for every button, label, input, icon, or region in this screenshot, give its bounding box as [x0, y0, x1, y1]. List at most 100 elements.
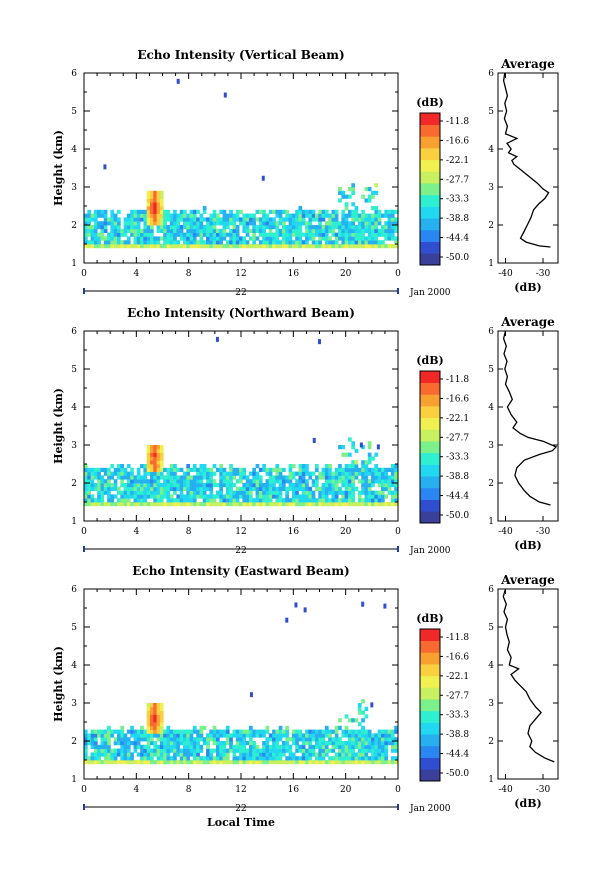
- heatmap-cell: [301, 475, 306, 480]
- heatmap-cell: [387, 232, 392, 237]
- heatmap-cell: [130, 221, 134, 226]
- heatmap-cell: [176, 498, 181, 503]
- heatmap-cell: [156, 752, 161, 757]
- heatmap-cell: [367, 228, 372, 233]
- heatmap-cell: [275, 498, 280, 503]
- heatmap-cell: [239, 737, 243, 742]
- heatmap-cell: [351, 240, 355, 245]
- heatmap-cell: [387, 228, 392, 233]
- heatmap-cell: [196, 483, 200, 488]
- heatmap-cell: [173, 471, 177, 476]
- heatmap-cell: [390, 479, 395, 484]
- heatmap-cell: [196, 475, 200, 480]
- heatmap-cell: [123, 760, 128, 765]
- heatmap-cell: [384, 494, 388, 499]
- heatmap-cell: [176, 494, 181, 499]
- heatmap-cell: [262, 494, 266, 499]
- colorbar-bin: [420, 675, 440, 688]
- heatmap-cell: [331, 232, 336, 237]
- heatmap-cell: [305, 490, 309, 495]
- heatmap-cell: [100, 213, 105, 218]
- heatmap-cell: [169, 236, 174, 241]
- heatmap-cell: [344, 748, 349, 753]
- heatmap-cell: [212, 209, 217, 214]
- heatmap-cell: [133, 490, 138, 495]
- heatmap-cell: [321, 475, 326, 480]
- heatmap-cell: [331, 760, 336, 765]
- heatmap-cell: [192, 756, 197, 761]
- heatmap-cell: [252, 729, 256, 734]
- profile-x-label: (dB): [514, 797, 541, 810]
- heatmap-cell: [229, 760, 233, 765]
- heatmap-cell: [186, 744, 190, 749]
- heatmap-cell: [153, 236, 157, 241]
- heatmap-cell: [117, 228, 121, 233]
- heatmap-cell: [245, 752, 250, 757]
- heatmap-cell: [202, 209, 207, 214]
- heatmap-cell: [93, 729, 98, 734]
- heatmap-cell: [357, 213, 362, 218]
- heatmap-cell: [311, 217, 316, 222]
- heatmap-cell: [364, 752, 369, 757]
- heatmap-cell: [202, 502, 207, 507]
- heatmap-cell: [291, 483, 296, 488]
- heatmap-cell: [143, 498, 148, 503]
- heatmap-cell: [268, 490, 273, 495]
- heatmap-cell: [301, 244, 306, 249]
- heatmap-cell: [163, 744, 167, 749]
- heatmap-cell: [163, 490, 167, 495]
- heatmap-cell: [120, 737, 124, 742]
- heatmap-cell: [275, 490, 280, 495]
- heatmap-cell: [159, 494, 164, 499]
- heatmap-cell: [275, 744, 280, 749]
- heatmap-cell: [381, 741, 385, 746]
- heatmap-cell: [232, 232, 237, 237]
- heatmap-cell: [156, 467, 161, 472]
- heatmap-cell: [107, 744, 111, 749]
- heatmap-cell: [150, 703, 154, 708]
- heatmap-cell: [252, 228, 256, 233]
- heatmap-cell: [219, 756, 223, 761]
- heatmap-cell: [146, 706, 151, 711]
- heatmap-cell: [348, 221, 352, 226]
- heatmap-cell: [159, 452, 164, 457]
- heatmap-cell: [140, 244, 144, 249]
- heatmap-cell: [159, 502, 164, 507]
- date-label: 22: [235, 546, 246, 556]
- heatmap-cell: [156, 490, 161, 495]
- heatmap-cell: [166, 225, 171, 230]
- heatmap-cell: [295, 221, 299, 226]
- x-tick-label: 20: [340, 785, 352, 795]
- heatmap-cell: [268, 467, 273, 472]
- heatmap-cell: [252, 236, 256, 241]
- heatmap-cell: [265, 479, 270, 484]
- heatmap-cell: [338, 225, 342, 230]
- heatmap-cell: [357, 467, 362, 472]
- heatmap-cell: [173, 752, 177, 757]
- y-tick-label: 6: [71, 327, 77, 337]
- x-tick-label: 4: [133, 527, 139, 537]
- heatmap-cell: [235, 744, 240, 749]
- heatmap-cell: [140, 213, 144, 218]
- heatmap-cell: [126, 471, 131, 476]
- heatmap-cell: [262, 490, 266, 495]
- x-tick-label: 0: [81, 269, 87, 279]
- heatmap-cell: [153, 483, 157, 488]
- heatmap-cell: [87, 733, 91, 738]
- heatmap-cell: [150, 741, 154, 746]
- heatmap-cell: [150, 725, 154, 730]
- heatmap-cell: [374, 494, 379, 499]
- heatmap-cell: [130, 228, 134, 233]
- heatmap-cell: [374, 225, 379, 230]
- heatmap-cell: [265, 741, 270, 746]
- heatmap-cell: [117, 225, 121, 230]
- heatmap-cell: [209, 228, 214, 233]
- heatmap-cell: [258, 467, 263, 472]
- heatmap-cell: [179, 741, 184, 746]
- heatmap-cell: [225, 725, 230, 730]
- heatmap-cell: [268, 240, 273, 245]
- heatmap-cell: [298, 244, 303, 249]
- heatmap-cell: [107, 479, 111, 484]
- heatmap-cell: [113, 752, 118, 757]
- heatmap-cell: [156, 213, 161, 218]
